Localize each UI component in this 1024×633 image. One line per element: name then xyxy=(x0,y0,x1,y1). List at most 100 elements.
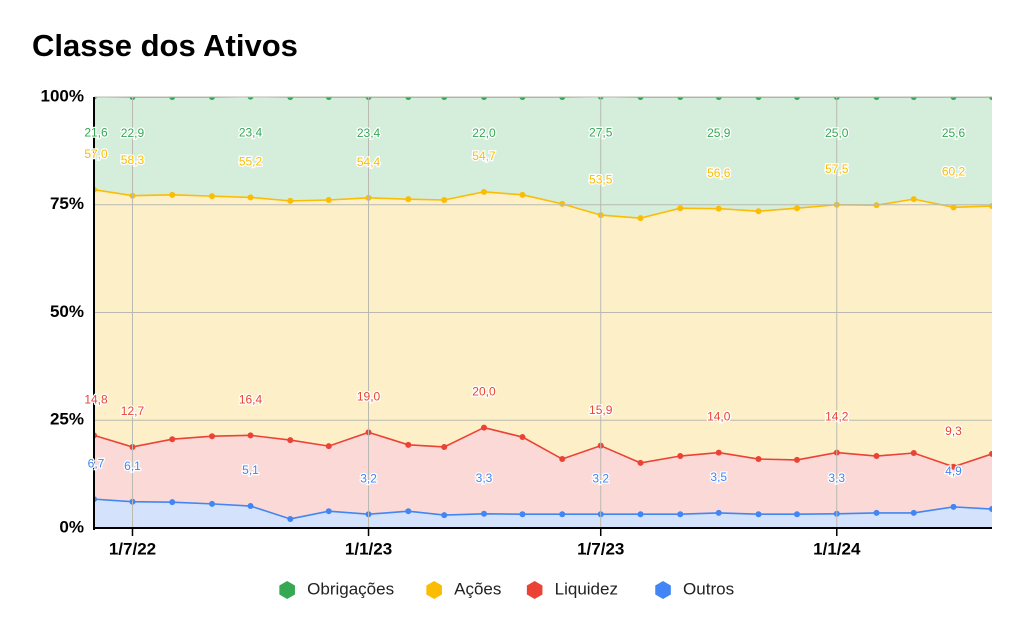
data-point xyxy=(287,437,294,444)
data-point xyxy=(794,456,801,463)
data-point xyxy=(950,97,957,100)
data-point xyxy=(209,500,216,507)
y-tick-label: 75% xyxy=(50,194,84,213)
legend-marker xyxy=(426,581,442,599)
data-point xyxy=(480,97,487,100)
data-point xyxy=(910,509,917,516)
data-point xyxy=(169,499,176,506)
data-point xyxy=(873,509,880,516)
x-tick-label: 1/7/23 xyxy=(577,539,624,558)
data-point xyxy=(325,197,332,204)
data-label: 60,2 xyxy=(942,165,966,179)
data-point xyxy=(325,443,332,450)
data-point xyxy=(480,510,487,517)
legend-label: Liquidez xyxy=(555,579,618,598)
data-label: 53,5 xyxy=(589,172,613,186)
data-point xyxy=(794,511,801,518)
data-point xyxy=(715,509,722,516)
data-label: 19,0 xyxy=(357,389,381,403)
data-label: 25,9 xyxy=(707,126,731,140)
data-point xyxy=(715,449,722,456)
data-label: 56,6 xyxy=(707,166,731,180)
data-point xyxy=(755,456,762,463)
data-label: 5,1 xyxy=(242,463,259,477)
legend-label: Ações xyxy=(454,579,501,598)
data-label: 3,2 xyxy=(592,471,609,485)
legend-label: Obrigações xyxy=(307,579,394,598)
data-point xyxy=(405,441,412,448)
data-point xyxy=(559,456,566,463)
data-point xyxy=(910,196,917,203)
data-label: 14,8 xyxy=(84,393,108,407)
data-point xyxy=(755,511,762,518)
data-point xyxy=(519,434,526,441)
data-point xyxy=(794,97,801,100)
data-point xyxy=(559,200,566,207)
data-label: 3,5 xyxy=(710,470,727,484)
data-point xyxy=(247,503,254,510)
data-point xyxy=(910,450,917,457)
data-point xyxy=(441,443,448,450)
series-line xyxy=(94,426,992,468)
data-point xyxy=(519,191,526,198)
data-label: 57,0 xyxy=(84,147,108,161)
data-point xyxy=(405,196,412,203)
data-label: 4,9 xyxy=(945,464,962,478)
area xyxy=(94,97,992,219)
data-point xyxy=(910,97,917,100)
data-point xyxy=(873,97,880,100)
data-point xyxy=(677,97,684,100)
data-point xyxy=(873,453,880,460)
legend-label: Outros xyxy=(683,579,734,598)
data-point xyxy=(519,511,526,518)
data-point xyxy=(989,506,992,513)
area xyxy=(94,189,992,467)
data-point xyxy=(989,97,992,100)
chart-title: Classe dos Ativos xyxy=(32,28,298,63)
data-label: 16,4 xyxy=(239,393,263,407)
data-label: 20,0 xyxy=(472,385,496,399)
data-label: 23,4 xyxy=(357,126,381,140)
data-point xyxy=(637,97,644,100)
data-label: 21,6 xyxy=(84,126,108,140)
y-tick-label: 100% xyxy=(41,86,84,105)
data-point xyxy=(209,97,216,100)
data-label: 25,0 xyxy=(825,126,849,140)
data-point xyxy=(519,97,526,100)
x-tick-label: 1/7/22 xyxy=(109,539,156,558)
data-label: 27,5 xyxy=(589,126,613,140)
data-point xyxy=(325,97,332,100)
data-label: 12,7 xyxy=(121,404,145,418)
data-point xyxy=(480,188,487,195)
data-point xyxy=(677,511,684,518)
data-label: 55,2 xyxy=(239,155,263,169)
data-label: 6,7 xyxy=(88,456,105,470)
data-point xyxy=(637,215,644,222)
data-label: 14,0 xyxy=(707,410,731,424)
area xyxy=(94,499,992,528)
data-point xyxy=(677,205,684,212)
data-point xyxy=(169,436,176,443)
y-tick-label: 25% xyxy=(50,410,84,429)
data-label: 54,7 xyxy=(472,149,496,163)
data-label: 57,5 xyxy=(825,162,849,176)
data-point xyxy=(794,205,801,212)
data-point xyxy=(247,194,254,201)
y-tick-label: 0% xyxy=(59,517,84,536)
data-point xyxy=(637,459,644,466)
data-label: 58,3 xyxy=(121,153,145,167)
data-label: 9,3 xyxy=(945,424,962,438)
data-point xyxy=(715,205,722,212)
y-tick-label: 50% xyxy=(50,302,84,321)
data-label: 15,9 xyxy=(589,403,613,417)
data-point xyxy=(287,197,294,204)
legend-marker xyxy=(526,581,543,599)
data-point xyxy=(559,97,566,100)
data-label: 6,1 xyxy=(124,459,141,473)
data-point xyxy=(405,97,412,100)
data-point xyxy=(441,512,448,519)
data-point xyxy=(989,450,992,457)
data-point xyxy=(247,432,254,439)
x-tick-label: 1/1/23 xyxy=(345,539,392,558)
data-point xyxy=(715,97,722,100)
